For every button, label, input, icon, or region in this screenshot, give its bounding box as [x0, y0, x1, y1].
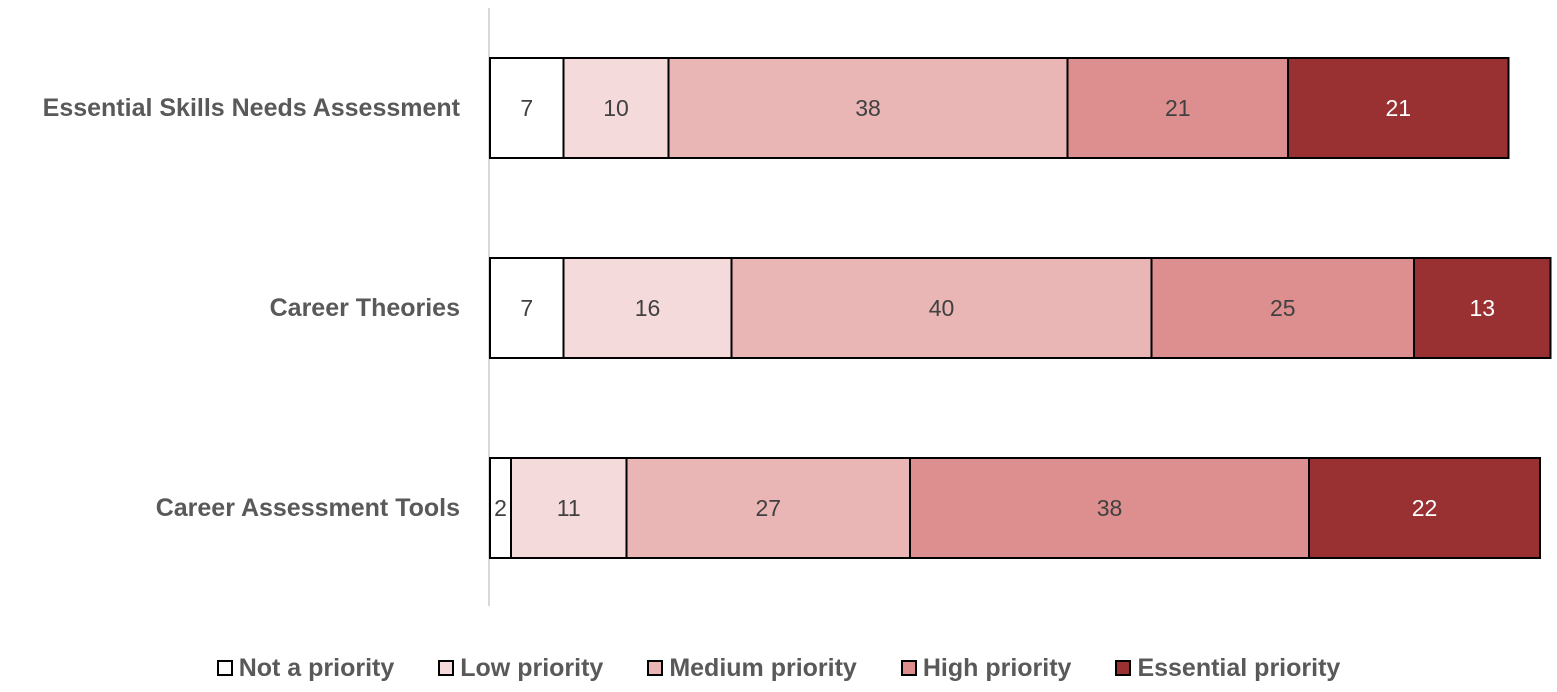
data-label: 11 — [557, 495, 581, 521]
legend-swatch — [216, 660, 233, 676]
data-label: 38 — [1097, 495, 1123, 521]
legend-label: Medium priority — [669, 653, 857, 682]
legend: Not a priority Low priority Medium priorit… — [0, 648, 1557, 688]
legend-label: Low priority — [460, 653, 604, 682]
bar-segment — [1413, 257, 1552, 359]
category-label: Career Theories — [270, 294, 460, 322]
data-label: 22 — [1412, 495, 1438, 521]
bar-segment — [562, 57, 670, 159]
bars: 7 10 38 21 21 7 16 40 25 13 2 11 27 38 22 — [489, 57, 1552, 559]
bar-segment — [1287, 57, 1510, 159]
bar-segment — [730, 257, 1153, 359]
bar-segment — [510, 457, 628, 559]
legend-item: Medium priority — [647, 654, 857, 683]
data-label: 7 — [520, 95, 533, 121]
data-label: 2 — [494, 495, 507, 521]
data-label: 25 — [1270, 295, 1296, 321]
bar-segment — [1308, 457, 1541, 559]
data-label: 40 — [929, 295, 955, 321]
legend-item: Essential priority — [1115, 654, 1340, 683]
chart: 7 10 38 21 21 7 16 40 25 13 2 11 27 38 22 Essential Sk… — [43, 8, 1552, 606]
legend-item: Not a priority — [216, 653, 395, 683]
legend-item: High priority — [900, 653, 1072, 683]
data-label: 10 — [603, 95, 629, 121]
data-label: 27 — [755, 495, 781, 521]
category-label: Career Assessment Tools — [156, 494, 460, 522]
data-label: 21 — [1385, 95, 1411, 121]
bar-segment — [667, 57, 1069, 159]
legend-label: High priority — [922, 653, 1072, 682]
data-label: 13 — [1469, 295, 1495, 321]
legend-label: Essential priority — [1137, 653, 1341, 682]
bar-segment — [625, 457, 911, 559]
category-label: Essential Skills Needs Assessment — [43, 94, 461, 122]
data-label: 7 — [520, 295, 533, 321]
bar-segment — [1150, 257, 1415, 359]
data-label: 21 — [1165, 95, 1191, 121]
bar-segment — [909, 457, 1310, 559]
legend-item: Low priority — [438, 654, 603, 683]
data-label: 38 — [855, 95, 881, 121]
legend-label: Not a priority — [238, 653, 395, 682]
legend-swatch — [647, 660, 664, 676]
category-labels: Essential Skills Needs Assessment Career … — [43, 94, 461, 522]
bar-segment — [489, 257, 565, 359]
legend-swatch — [900, 660, 917, 676]
data-label: 16 — [635, 295, 661, 321]
legend-swatch — [1115, 660, 1132, 676]
legend-swatch — [438, 660, 455, 676]
